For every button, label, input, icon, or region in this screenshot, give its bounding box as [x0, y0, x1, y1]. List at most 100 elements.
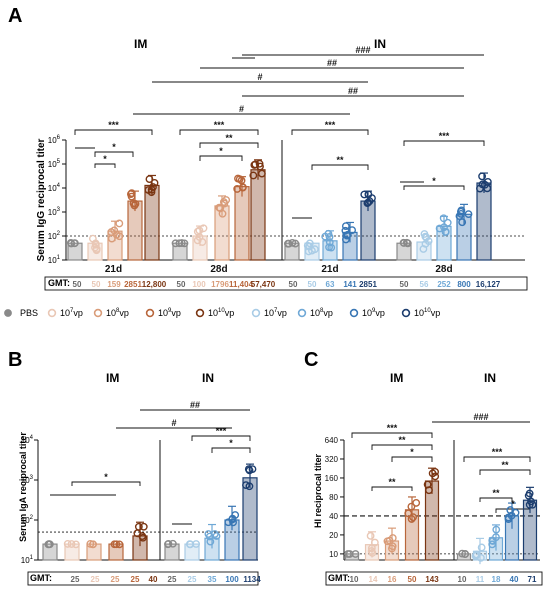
panel-a-bar-g0-s3-point: [129, 199, 138, 208]
panel-b-bar-g0-s4-point: [133, 529, 142, 538]
panel-c-gmt-5: 10: [458, 575, 467, 584]
panel-a-bar-g3-s2-point: [435, 224, 444, 233]
panel-b-hash-1-label: #: [171, 418, 176, 428]
panel-b-ytick-label: 103: [21, 475, 34, 485]
panel-a-gmt-2-3: 141: [343, 280, 357, 289]
panel-a-bar-g2-s4-point: [360, 190, 369, 199]
panel-b-bar-g0-s2-point: [86, 540, 95, 548]
panel-c-route-im: IM: [390, 371, 403, 385]
panel-c-sig-3-label: **: [388, 477, 396, 487]
panel-a-bar-g2-s3-point: [343, 231, 351, 240]
panel-a-gmt-box: [44, 276, 528, 291]
panel-c-ytick-label: 640: [325, 436, 339, 445]
panel-a-sig-9-label: *: [432, 176, 436, 186]
panel-c-bar-g1-s0-point: [458, 549, 467, 558]
panel-c-hash-0-label: ###: [473, 412, 488, 422]
panel-a-bar-g1-s1-point: [193, 236, 202, 245]
panel-a-sig-6-line: [291, 129, 369, 135]
panel-c-sig-7-label: *: [511, 499, 515, 509]
panel-a-bar-g0-s0-point: [66, 238, 75, 247]
legend-marker-6: [297, 308, 307, 318]
legend-marker-2: [93, 308, 103, 318]
panel-a-sig-1-label: *: [112, 142, 116, 152]
panel-b-bar-g0-s1-point: [63, 540, 72, 548]
panel-c-sig-1-label: **: [398, 435, 406, 445]
panel-a-bar-g3-s1-point: [421, 239, 430, 248]
panel-b-bar-g0-s4-point: [139, 533, 147, 542]
panel-a-gmt-0-1: 50: [92, 280, 101, 289]
panel-b-bar-g1-s4-point: [245, 482, 254, 491]
panel-b-hash-0-label: ##: [190, 400, 200, 410]
panel-a-gmt-2-2: 63: [326, 280, 335, 289]
panel-a-bar-g3-s3-point: [458, 218, 467, 227]
panel-a-bar-g3-s4-point: [483, 177, 492, 186]
panel-b-sig-2-label: *: [229, 438, 233, 448]
panel-a-bar-g2-s0-point: [284, 239, 292, 248]
panel-c-bar-g0-s3-point: [412, 499, 421, 507]
panel-a-ytick-label: 106: [48, 135, 61, 145]
panel-a-bar-g3-s3-point: [457, 206, 466, 215]
panel-c-gmt-4: 143: [425, 575, 439, 584]
panel-c-ytick-label: 40: [329, 512, 338, 521]
panel-a-ytick-label: 103: [48, 207, 61, 217]
panel-b-bar-g1-s4-point: [242, 481, 250, 490]
legend-marker-1: [47, 308, 57, 318]
panel-b-sig-1-label: ***: [216, 426, 227, 436]
panel-b-sig-0-line: [71, 481, 141, 486]
panel-a-bar-g3-s4-point: [478, 172, 486, 181]
panel-c-gmt-9: 71: [528, 575, 537, 584]
panel-a-bar-g2-s3-point: [341, 222, 350, 231]
panel-c-ytick-label: 80: [329, 493, 338, 502]
panel-b-gmt-0: 25: [71, 575, 80, 584]
legend-marker-8: [401, 308, 411, 318]
panel-a-bar-g1-s0-point: [175, 239, 184, 248]
panel-a-bar-g2-s3-point: [341, 226, 350, 235]
panel-c-gmt-1: 14: [369, 575, 378, 584]
panel-a-ytick-label: 104: [48, 183, 61, 193]
panel-c-bar-g0-s0-point: [344, 550, 352, 558]
panel-a-ytick-label: 101: [48, 255, 61, 265]
panel-a-letter: A: [8, 5, 22, 27]
panel-b-gmt-9: 1134: [243, 575, 261, 584]
legend-marker-5: [251, 308, 261, 318]
panel-a-gmt-2-1: 50: [308, 280, 317, 289]
legend-label-3: 109vp: [158, 308, 181, 318]
panel-c-gmt-6: 11: [476, 575, 485, 584]
marks-layer: [4, 159, 538, 565]
panel-a-bar-g3-s2-point: [441, 227, 450, 236]
legend-marker-7: [349, 308, 359, 318]
panel-a-ytick-label: 102: [48, 231, 61, 241]
panel-a-bar-g1-s1-point: [199, 224, 208, 233]
panel-b-bar-g0-s0-point: [44, 540, 53, 549]
panel-a-sig-3-line: [179, 129, 259, 135]
panel-a-bar-g1-s2-point: [219, 198, 228, 206]
panel-c-bar-g0-s2-point: [388, 544, 396, 553]
panel-c-sig-5-line: [479, 469, 531, 475]
panel-c-bar-g0-s3-point: [404, 509, 413, 518]
panel-a-bar-g3-s0-point: [402, 238, 411, 247]
panel-a-bar-g2-s3-point: [342, 235, 350, 244]
panel-a-bar-g0-s1-point: [92, 244, 101, 253]
panel-a-bar-g1-s3-point: [237, 176, 246, 185]
panel-a-bar-g1-s2-point: [215, 203, 224, 212]
panel-c-bar-g0-s3-point: [409, 513, 417, 522]
panel-a-bar-g0-s1-point: [91, 243, 99, 252]
panel-b-letter: B: [8, 349, 22, 371]
panel-a-gmt-0-0: 50: [73, 280, 82, 289]
panel-a-bar-g1-s3: [234, 186, 250, 261]
panel-c-sig-2-line: [391, 456, 433, 462]
panel-a-sig-8-line: [403, 140, 485, 146]
panel-b-bar-g1-s1: [184, 543, 200, 561]
panel-a-bar-g3-s2-point: [443, 218, 452, 227]
panel-c-sig-6-line: [479, 497, 513, 502]
panel-c-gmt-label: GMT:: [328, 573, 350, 583]
panel-c-bar-g0-s1-point: [367, 547, 376, 555]
panel-b-bar-g1-s2-point: [212, 532, 221, 540]
panel-a-bar-g2-s0-point: [288, 238, 297, 247]
panel-c-gmt-3: 50: [408, 575, 417, 584]
panel-b-bar-g0-s1-point: [67, 540, 76, 548]
panel-c-sig-4-line: [463, 456, 531, 462]
panel-a-hash-0-label: ###: [355, 45, 370, 55]
panel-b-bar-g1-s2-point: [206, 537, 215, 546]
